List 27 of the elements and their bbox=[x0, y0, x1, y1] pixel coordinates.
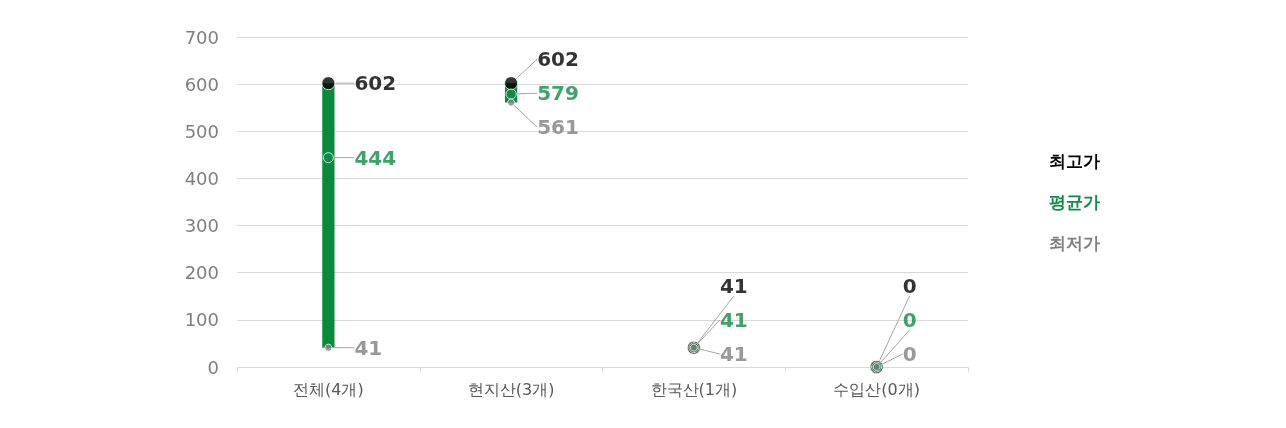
data-label: 41 bbox=[354, 335, 383, 360]
data-label: 579 bbox=[537, 81, 579, 106]
y-tick-label: 0 bbox=[207, 356, 219, 378]
data-label: 444 bbox=[354, 145, 397, 170]
data-label: 0 bbox=[902, 342, 917, 366]
y-tick-label: 100 bbox=[184, 309, 219, 331]
data-label: 561 bbox=[537, 115, 579, 140]
y-tick-label: 700 bbox=[184, 26, 219, 48]
y-tick-label: 300 bbox=[184, 215, 219, 237]
data-label: 41 bbox=[719, 308, 748, 332]
x-tick-label: 수입산(0개) bbox=[833, 379, 920, 399]
y-tick-label: 600 bbox=[184, 73, 219, 95]
data-label: 41 bbox=[719, 342, 748, 366]
data-label: 602 bbox=[354, 71, 397, 96]
y-tick-label: 500 bbox=[184, 120, 219, 142]
data-label: 0 bbox=[902, 274, 917, 298]
text: 최고가 bbox=[1049, 151, 1100, 171]
text: 최저가 bbox=[1049, 233, 1100, 253]
data-label: 0 bbox=[902, 308, 917, 332]
y-tick-label: 400 bbox=[184, 167, 219, 189]
y-tick-label: 200 bbox=[184, 262, 219, 284]
data-label: 602 bbox=[537, 47, 579, 72]
x-tick-label: 전체(4개) bbox=[293, 379, 364, 399]
x-tick-label: 현지산(3개) bbox=[467, 379, 555, 399]
x-tick-label: 한국산(1개) bbox=[650, 379, 738, 399]
text: 평균가 bbox=[1049, 192, 1100, 212]
data-label: 41 bbox=[719, 274, 748, 298]
